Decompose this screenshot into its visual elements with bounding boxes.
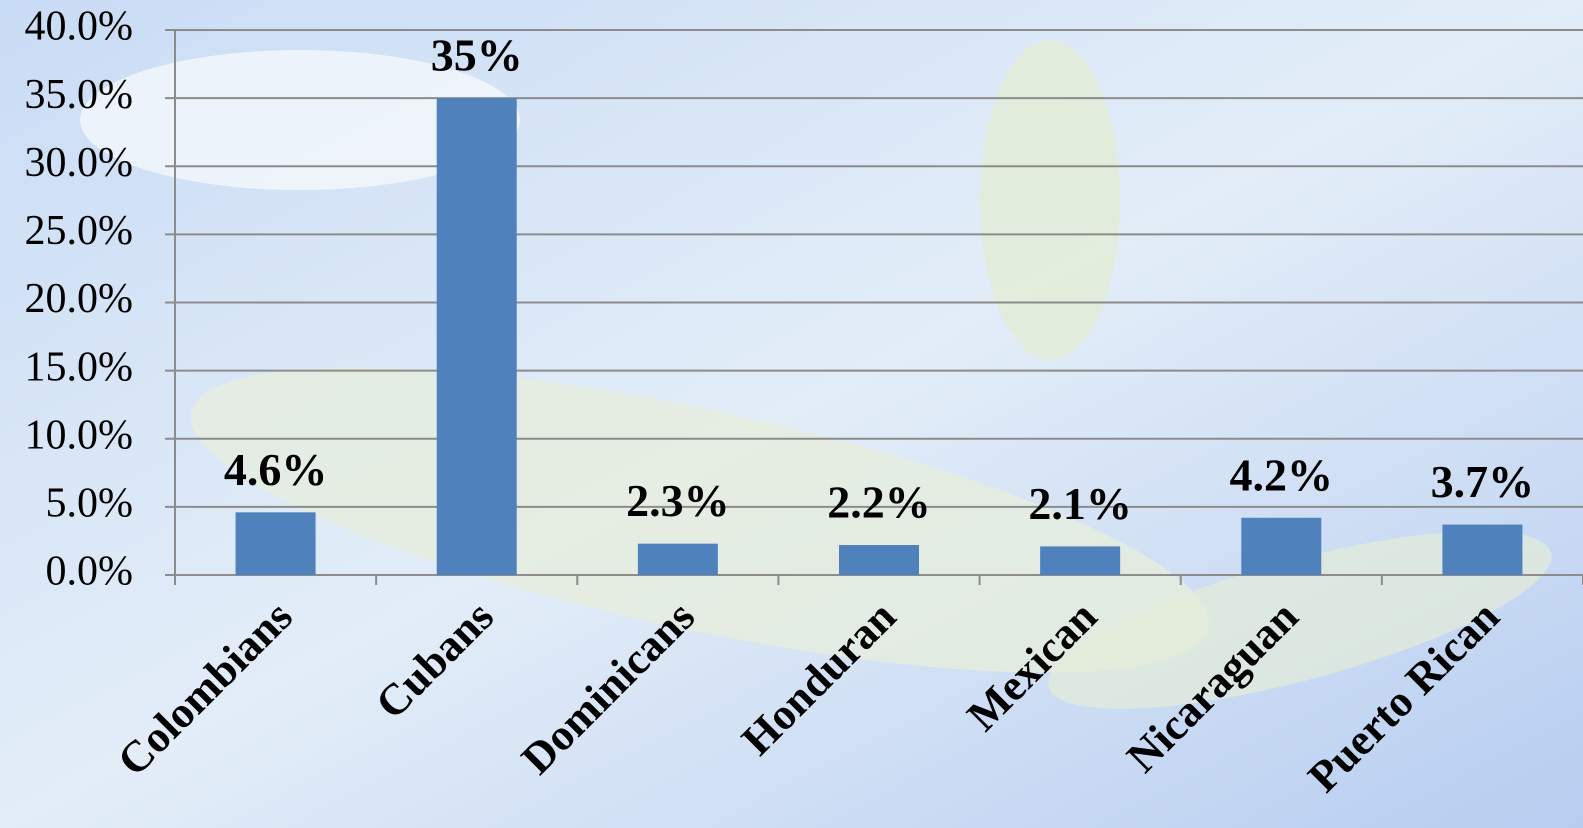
bar (437, 98, 517, 575)
y-tick-label: 5.0% (46, 481, 134, 527)
y-tick-label: 40.0% (25, 4, 134, 50)
y-tick-label: 10.0% (25, 412, 134, 458)
bar (236, 512, 316, 575)
y-tick-label: 25.0% (25, 208, 134, 254)
bar (638, 544, 718, 575)
chart: 0.0% 5.0% 10.0% 15.0% 20.0% 25.0% 30.0% 35.0% 40… (0, 0, 1583, 828)
y-tick-label: 20.0% (25, 276, 134, 322)
page: {"chart_data": {"type": "bar", "categori… (0, 0, 1583, 828)
data-label: 4.6% (224, 444, 328, 495)
bar (1040, 546, 1120, 575)
y-tick-label: 35.0% (25, 72, 134, 118)
bar (839, 545, 919, 575)
bar (1442, 525, 1522, 575)
bar (1241, 518, 1321, 575)
y-tick-label: 30.0% (25, 140, 134, 186)
land-shape (980, 40, 1120, 360)
data-label: 2.1% (1028, 478, 1132, 529)
data-label: 2.2% (827, 477, 931, 528)
data-label: 35% (431, 30, 523, 81)
y-tick-label: 15.0% (25, 344, 134, 390)
y-tick-label: 0.0% (46, 549, 134, 595)
data-label: 2.3% (626, 475, 730, 526)
data-label: 4.2% (1230, 449, 1334, 500)
data-label: 3.7% (1431, 456, 1535, 507)
